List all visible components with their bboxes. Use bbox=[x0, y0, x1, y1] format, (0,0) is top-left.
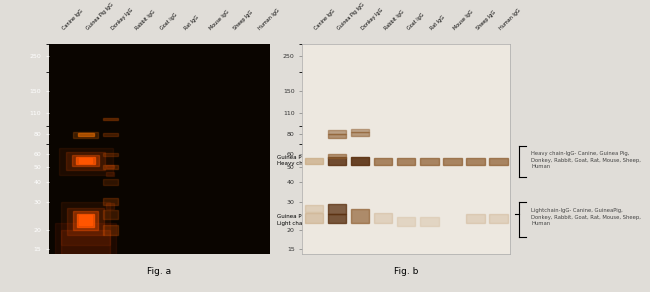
Bar bbox=[351, 209, 369, 223]
Text: Guinea Pig IgG: Guinea Pig IgG bbox=[86, 2, 114, 31]
Bar bbox=[77, 157, 95, 164]
Text: Goat IgG: Goat IgG bbox=[406, 13, 425, 31]
Bar bbox=[67, 208, 104, 235]
Text: Sheep IgG: Sheep IgG bbox=[233, 10, 254, 31]
Text: Canine IgG: Canine IgG bbox=[61, 9, 84, 31]
Bar bbox=[305, 205, 323, 212]
Bar bbox=[58, 148, 112, 175]
Bar bbox=[77, 213, 94, 227]
Bar bbox=[351, 132, 369, 136]
Text: Human IgG: Human IgG bbox=[257, 8, 281, 31]
Bar bbox=[55, 223, 116, 277]
Bar bbox=[107, 203, 114, 209]
Bar bbox=[103, 210, 118, 218]
Bar bbox=[66, 152, 105, 170]
Text: Sheep IgG: Sheep IgG bbox=[476, 10, 497, 31]
Text: Lightchain-IgG- Canine, GuineaPig,
Donkey, Rabbit, Goat, Rat, Mouse, Sheep,
Huma: Lightchain-IgG- Canine, GuineaPig, Donke… bbox=[531, 208, 641, 226]
Bar bbox=[107, 165, 114, 168]
Text: Donkey IgG: Donkey IgG bbox=[360, 8, 384, 31]
Bar bbox=[305, 213, 323, 223]
Text: Rabbit IgG: Rabbit IgG bbox=[135, 10, 157, 31]
Bar bbox=[79, 215, 92, 225]
Text: Goat IgG: Goat IgG bbox=[159, 13, 178, 31]
Text: Heavy chain-IgG- Canine, Guinea Pig,
Donkey, Rabbit, Goat, Rat, Mouse, Sheep,
Hu: Heavy chain-IgG- Canine, Guinea Pig, Don… bbox=[531, 151, 641, 169]
Text: Guinea Pig IgG
Light chain: Guinea Pig IgG Light chain bbox=[277, 214, 318, 226]
Bar bbox=[73, 131, 98, 138]
Text: Fig. b: Fig. b bbox=[394, 267, 419, 276]
Bar bbox=[328, 204, 346, 214]
Bar bbox=[351, 157, 369, 165]
Bar bbox=[351, 129, 369, 132]
Text: Rabbit IgG: Rabbit IgG bbox=[383, 10, 405, 31]
Bar bbox=[61, 230, 110, 265]
Text: Rat IgG: Rat IgG bbox=[184, 15, 200, 31]
Text: Rat IgG: Rat IgG bbox=[430, 15, 446, 31]
Bar bbox=[103, 225, 118, 235]
Bar bbox=[103, 180, 118, 185]
Bar bbox=[73, 211, 98, 230]
Bar bbox=[328, 214, 346, 223]
Bar bbox=[72, 155, 99, 166]
Bar bbox=[397, 158, 415, 165]
Text: Mouse IgG: Mouse IgG bbox=[209, 10, 230, 31]
Bar bbox=[374, 158, 393, 165]
Bar bbox=[328, 130, 346, 134]
Bar bbox=[374, 213, 393, 223]
Text: Canine IgG: Canine IgG bbox=[314, 9, 336, 31]
Bar bbox=[79, 158, 92, 163]
Bar bbox=[489, 214, 508, 223]
Bar bbox=[103, 198, 118, 205]
Text: Mouse IgG: Mouse IgG bbox=[452, 10, 474, 31]
Bar bbox=[103, 133, 118, 136]
Bar bbox=[328, 134, 346, 138]
Text: Fig. a: Fig. a bbox=[147, 267, 172, 276]
Bar bbox=[61, 202, 110, 245]
Bar bbox=[107, 172, 114, 176]
Bar bbox=[103, 118, 118, 120]
Text: Donkey IgG: Donkey IgG bbox=[110, 8, 134, 31]
Bar bbox=[420, 217, 439, 226]
Bar bbox=[77, 133, 94, 136]
Text: Human IgG: Human IgG bbox=[499, 8, 522, 31]
Bar bbox=[489, 158, 508, 165]
Text: Guinea Pig IgG
Heavy chain: Guinea Pig IgG Heavy chain bbox=[277, 154, 318, 166]
Bar bbox=[328, 157, 346, 165]
Bar bbox=[328, 154, 346, 158]
Bar bbox=[443, 158, 461, 165]
Bar bbox=[466, 214, 485, 223]
Text: Guinea Pig IgG: Guinea Pig IgG bbox=[337, 2, 366, 31]
Bar bbox=[466, 158, 485, 165]
Bar bbox=[103, 165, 118, 169]
Bar bbox=[397, 217, 415, 226]
Bar bbox=[103, 152, 118, 156]
Bar bbox=[305, 158, 323, 164]
Bar bbox=[420, 158, 439, 165]
